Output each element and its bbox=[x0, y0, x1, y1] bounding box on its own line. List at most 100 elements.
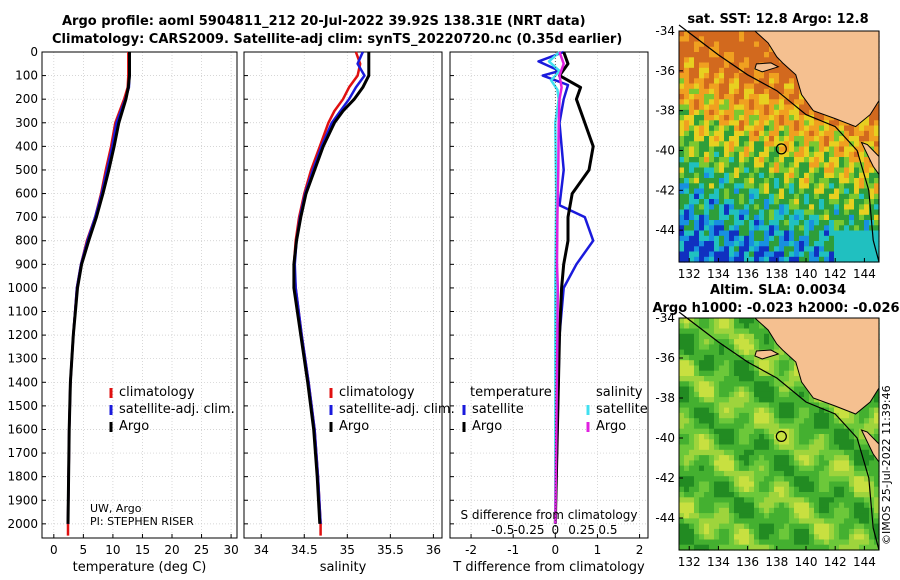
sst-pixel bbox=[719, 204, 725, 211]
sla-pixel bbox=[734, 444, 740, 451]
sst-pixel bbox=[824, 136, 830, 142]
sst-pixel bbox=[754, 146, 760, 153]
sla-pixel bbox=[699, 402, 705, 409]
sla-pixel bbox=[799, 465, 805, 472]
sst-pixel bbox=[714, 204, 720, 211]
sst-pixel bbox=[764, 230, 770, 237]
sla-pixel bbox=[699, 333, 705, 340]
sst-pixel bbox=[859, 188, 865, 195]
sst-pixel bbox=[769, 83, 775, 90]
sla-pixel bbox=[679, 502, 685, 509]
sla-pixel bbox=[699, 513, 705, 519]
sst-pixel bbox=[859, 151, 865, 158]
sst-pixel bbox=[689, 73, 695, 79]
map-y-tick-label: -42 bbox=[655, 183, 675, 197]
sla-pixel bbox=[814, 428, 820, 435]
sla-pixel bbox=[714, 439, 720, 446]
sla-pixel bbox=[809, 523, 815, 530]
sst-pixel bbox=[834, 256, 840, 263]
sst-pixel bbox=[779, 209, 785, 216]
sla-pixel bbox=[754, 397, 760, 403]
sst-pixel bbox=[814, 230, 820, 237]
sst-pixel bbox=[759, 41, 765, 48]
sla-pixel bbox=[824, 449, 830, 456]
sla-pixel bbox=[764, 339, 770, 345]
sla-pixel bbox=[714, 470, 720, 477]
sst-pixel bbox=[799, 104, 805, 111]
sst-pixel bbox=[759, 146, 765, 153]
sst-pixel bbox=[804, 146, 810, 153]
sst-pixel bbox=[744, 214, 750, 221]
sla-pixel bbox=[739, 502, 745, 509]
sst-pixel bbox=[844, 246, 850, 253]
sla-pixel bbox=[689, 455, 695, 461]
sla-pixel bbox=[849, 507, 855, 514]
sst-pixel bbox=[679, 94, 685, 100]
sla-pixel bbox=[679, 465, 685, 472]
sla-pixel bbox=[814, 434, 820, 440]
sla-pixel bbox=[749, 476, 755, 483]
sst-pixel bbox=[704, 88, 710, 95]
sst-pixel bbox=[699, 209, 705, 216]
sla-pixel bbox=[709, 349, 715, 356]
sla-pixel bbox=[859, 476, 865, 483]
sst-pixel bbox=[689, 36, 695, 43]
sla-pixel bbox=[719, 386, 725, 393]
sst-pixel bbox=[779, 256, 785, 263]
sst-pixel bbox=[864, 230, 870, 237]
sla-pixel bbox=[754, 434, 760, 440]
sla-pixel bbox=[849, 523, 855, 530]
sst-pixel bbox=[709, 225, 715, 232]
sla-pixel bbox=[684, 354, 690, 361]
sst-pixel bbox=[774, 220, 780, 226]
sst-pixel bbox=[699, 141, 705, 148]
s-tick-label: 0.25 bbox=[568, 523, 595, 537]
y-tick-label: 800 bbox=[15, 234, 38, 248]
sst-pixel bbox=[714, 246, 720, 253]
sla-pixel bbox=[829, 412, 835, 419]
sla-pixel bbox=[859, 539, 865, 546]
sst-pixel bbox=[774, 178, 780, 184]
sla-pixel bbox=[729, 502, 735, 509]
sst-pixel bbox=[824, 183, 830, 190]
sla-pixel bbox=[739, 370, 745, 377]
sla-pixel bbox=[764, 444, 770, 451]
sla-pixel bbox=[779, 460, 785, 467]
sla-pixel bbox=[764, 397, 770, 403]
sst-pixel bbox=[859, 214, 865, 221]
sla-pixel bbox=[839, 528, 845, 535]
sst-pixel bbox=[709, 125, 715, 132]
sla-pixel bbox=[859, 423, 865, 430]
sst-pixel bbox=[734, 78, 740, 85]
sla-pixel bbox=[849, 528, 855, 535]
sla-pixel bbox=[859, 434, 865, 440]
sla-pixel bbox=[739, 333, 745, 340]
sst-pixel bbox=[754, 57, 760, 64]
sla-pixel bbox=[764, 439, 770, 446]
sla-pixel bbox=[719, 486, 725, 493]
sla-pixel bbox=[849, 534, 855, 541]
sst-pixel bbox=[759, 94, 765, 100]
sla-pixel bbox=[829, 518, 835, 525]
sst-pixel bbox=[679, 115, 685, 121]
sst-pixel bbox=[784, 141, 790, 148]
sst-pixel bbox=[844, 162, 850, 169]
sla-pixel bbox=[769, 407, 775, 414]
sla-pixel bbox=[734, 376, 740, 382]
sla-pixel bbox=[734, 349, 740, 356]
sla-pixel bbox=[849, 497, 855, 504]
sst-pixel bbox=[779, 88, 785, 95]
sla-pixel bbox=[859, 439, 865, 446]
sla-pixel bbox=[699, 534, 705, 541]
sla-pixel bbox=[694, 328, 700, 335]
sst-pixel bbox=[679, 130, 685, 137]
sst-pixel bbox=[869, 241, 875, 247]
sst-pixel bbox=[684, 256, 690, 263]
sst-pixel bbox=[694, 151, 700, 158]
sst-pixel bbox=[714, 52, 720, 58]
sst-pixel bbox=[754, 104, 760, 111]
sst-pixel bbox=[694, 31, 700, 37]
x-axis-label: T difference from climatology bbox=[452, 560, 645, 575]
sst-pixel bbox=[789, 251, 795, 258]
sst-pixel bbox=[694, 193, 700, 200]
